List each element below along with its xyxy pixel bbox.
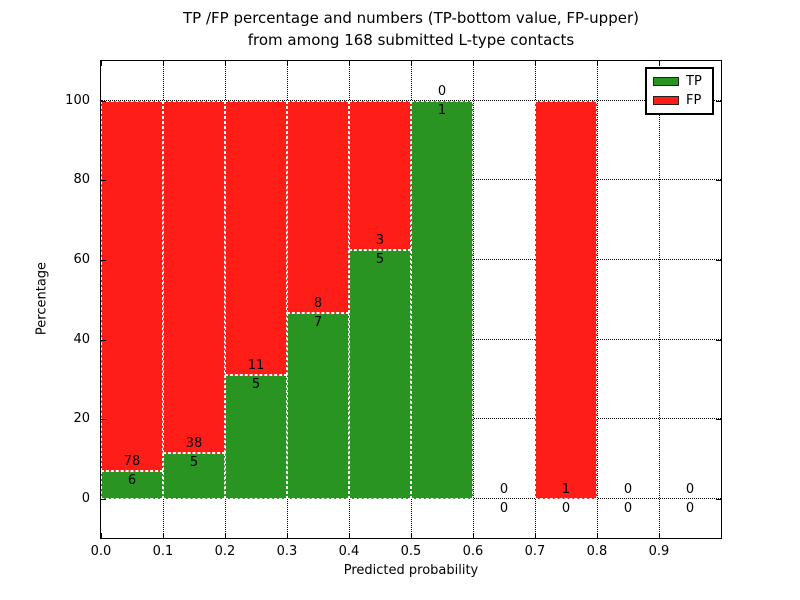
legend-entry-fp: FP: [653, 94, 706, 107]
y-tick-label: 40: [73, 331, 90, 347]
bar-segment-tp: [163, 452, 225, 499]
x-tick-mark-top: [225, 61, 226, 66]
x-tick-mark-top: [659, 61, 660, 66]
bar-label-tp: 6: [127, 472, 137, 488]
bar-label-fp: 3: [375, 233, 385, 249]
bar-label-tp: 5: [189, 454, 199, 470]
legend-label-tp: TP: [686, 74, 702, 89]
x-tick-mark-top: [101, 61, 102, 66]
bar-segment-fp: [225, 100, 287, 375]
bar-segment-fp: [349, 100, 411, 251]
x-tick-mark: [287, 533, 288, 538]
bar-label-fp: 0: [499, 481, 509, 497]
legend-swatch-tp-icon: [653, 77, 679, 86]
bar-label-fp: 1: [561, 481, 571, 497]
bar-label-tp: 0: [685, 500, 695, 516]
x-tick-label: 0.4: [338, 544, 360, 559]
y-tick-mark: [101, 419, 106, 421]
y-tick-mark: [101, 498, 106, 500]
x-tick-label: 0.3: [276, 544, 298, 559]
x-tick-mark: [411, 533, 412, 538]
chart-title-line2: from among 168 submitted L-type contacts: [247, 31, 575, 49]
chart-title-line1: TP /FP percentage and numbers (TP-bottom…: [183, 9, 639, 27]
y-tick-mark: [101, 100, 106, 102]
y-tick-mark-right: [716, 419, 721, 421]
x-tick-mark: [225, 533, 226, 538]
x-tick-mark: [349, 533, 350, 538]
x-tick-label: 0.6: [462, 544, 484, 559]
bar-label-tp: 5: [375, 252, 385, 268]
bar-label-fp: 0: [437, 83, 447, 99]
bar-label-tp: 1: [437, 102, 447, 118]
y-tick-label: 20: [73, 411, 90, 427]
legend-swatch-fp-icon: [653, 96, 679, 105]
x-tick-mark-top: [473, 61, 474, 66]
bar-label-fp: 38: [185, 435, 203, 451]
y-tick-mark-right: [716, 180, 721, 182]
x-tick-mark: [473, 533, 474, 538]
y-tick-mark: [101, 260, 106, 262]
gridline-vertical: [597, 61, 598, 538]
x-tick-mark: [101, 533, 102, 538]
bar-label-fp: 78: [123, 453, 141, 469]
bar-segment-tp: [411, 100, 473, 499]
gridline-vertical: [473, 61, 474, 538]
bar-label-tp: 0: [623, 500, 633, 516]
bar-label-tp: 7: [313, 315, 323, 331]
x-tick-mark: [163, 533, 164, 538]
x-tick-mark-top: [287, 61, 288, 66]
y-axis-label: Percentage: [34, 261, 50, 336]
x-tick-mark-top: [349, 61, 350, 66]
x-tick-mark-top: [535, 61, 536, 66]
y-tick-label: 100: [65, 92, 90, 108]
x-tick-mark-top: [597, 61, 598, 66]
y-tick-label: 0: [81, 490, 90, 506]
bar-label-tp: 0: [499, 500, 509, 516]
x-tick-label: 0.8: [586, 544, 608, 559]
x-tick-label: 0.0: [90, 544, 112, 559]
bar-segment-tp: [101, 470, 163, 499]
legend-label-fp: FP: [686, 93, 702, 108]
x-tick-label: 0.2: [214, 544, 236, 559]
gridline-vertical: [659, 61, 660, 538]
x-tick-label: 0.5: [400, 544, 422, 559]
x-tick-label: 0.1: [152, 544, 174, 559]
bar-segment-tp: [287, 313, 349, 499]
bar-segment-tp: [349, 250, 411, 499]
x-tick-mark: [659, 533, 660, 538]
bar-segment-fp: [163, 100, 225, 453]
bar-segment-tp: [225, 374, 287, 499]
chart-title: TP /FP percentage and numbers (TP-bottom…: [100, 7, 722, 51]
bar-label-tp: 5: [251, 376, 261, 392]
x-tick-mark-top: [411, 61, 412, 66]
bar-segment-fp: [287, 100, 349, 314]
y-tick-mark: [101, 339, 106, 341]
bar-segment-fp: [101, 100, 163, 471]
bar-label-fp: 8: [313, 296, 323, 312]
legend-entry-tp: TP: [653, 75, 706, 88]
y-tick-label: 60: [73, 252, 90, 268]
bar-label-fp: 0: [685, 481, 695, 497]
bar-label-fp: 11: [247, 357, 265, 373]
x-tick-label: 0.9: [648, 544, 670, 559]
x-tick-mark: [597, 533, 598, 538]
bar-label-tp: 0: [561, 500, 571, 516]
y-tick-mark-right: [716, 260, 721, 262]
y-tick-label: 80: [73, 172, 90, 188]
plot-area: 78 6 38 5 11 5 8 7 3 5 0 1 0 0 1 0 0 0 0 0: [100, 60, 722, 539]
y-tick-mark: [101, 180, 106, 182]
x-tick-label: 0.7: [524, 544, 546, 559]
x-tick-mark: [535, 533, 536, 538]
x-axis-label: Predicted probability: [343, 563, 479, 578]
y-tick-mark-right: [716, 339, 721, 341]
bar-segment-fp: [535, 100, 597, 499]
y-tick-mark-right: [716, 498, 721, 500]
bar-label-fp: 0: [623, 481, 633, 497]
y-tick-mark-right: [716, 100, 721, 102]
x-tick-mark-top: [163, 61, 164, 66]
legend: TP FP: [645, 67, 714, 115]
